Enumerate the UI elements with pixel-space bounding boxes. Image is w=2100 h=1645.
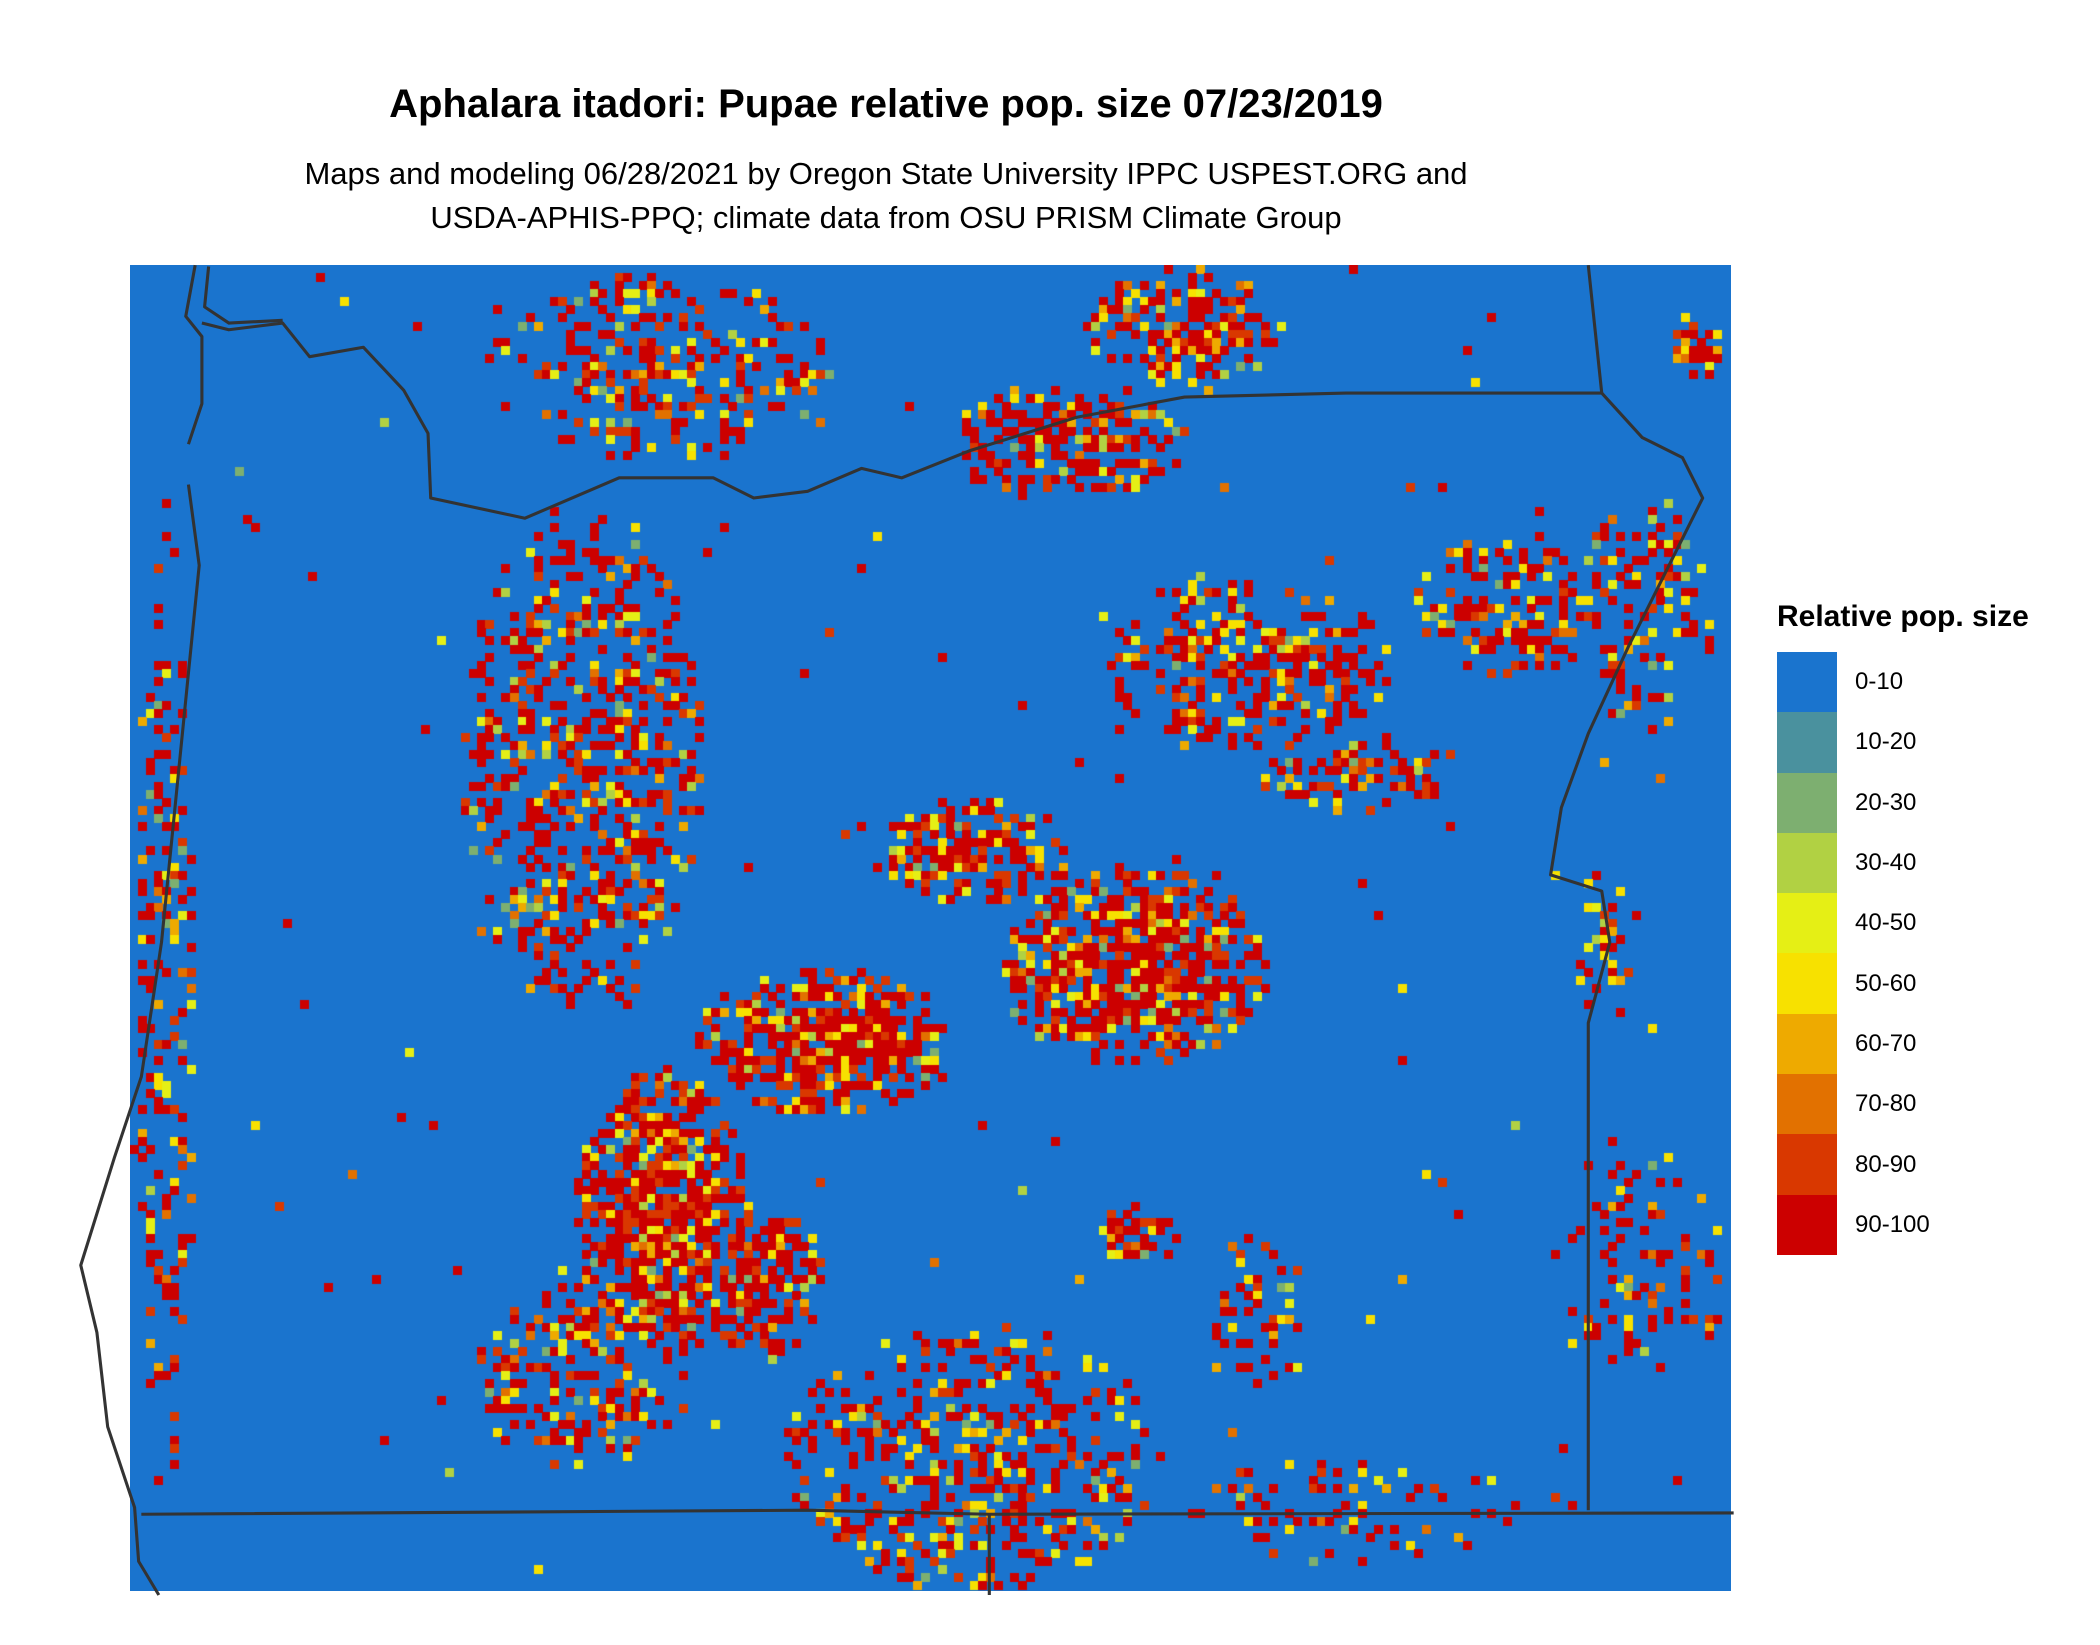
legend-item: 10-20 bbox=[1777, 712, 2029, 773]
legend-swatch bbox=[1777, 1134, 1837, 1195]
legend-swatch bbox=[1777, 712, 1837, 773]
idaho-washington-border bbox=[1586, 264, 1604, 394]
map-subtitle: Maps and modeling 06/28/2021 by Oregon S… bbox=[0, 152, 1772, 240]
legend-swatch bbox=[1777, 652, 1837, 713]
legend-swatch bbox=[1777, 1013, 1837, 1075]
legend-label: 40-50 bbox=[1855, 909, 1917, 937]
population-raster-map bbox=[130, 265, 1731, 1591]
legend-swatch bbox=[1777, 832, 1837, 894]
legend-swatch bbox=[1777, 1074, 1837, 1135]
legend-item: 80-90 bbox=[1777, 1134, 2029, 1195]
subtitle-line-2: USDA-APHIS-PPQ; climate data from OSU PR… bbox=[430, 200, 1342, 235]
oregon-coast bbox=[79, 484, 201, 1596]
legend-item: 40-50 bbox=[1777, 893, 2029, 954]
legend-swatch bbox=[1777, 1194, 1837, 1255]
legend-label: 20-30 bbox=[1855, 788, 1917, 816]
legend-swatch bbox=[1777, 893, 1837, 954]
legend-item: 0-10 bbox=[1777, 652, 2029, 713]
legend-item: 70-80 bbox=[1777, 1074, 2029, 1135]
legend-title: Relative pop. size bbox=[1777, 600, 2029, 633]
legend-label: 90-100 bbox=[1855, 1210, 1930, 1238]
legend-item: 20-30 bbox=[1777, 772, 2029, 833]
legend-label: 10-20 bbox=[1855, 728, 1917, 756]
legend-item: 50-60 bbox=[1777, 953, 2029, 1014]
puget-sound bbox=[203, 266, 283, 325]
legend-label: 50-60 bbox=[1855, 969, 1917, 997]
legend-label: 60-70 bbox=[1855, 1029, 1917, 1057]
legend-item: 30-40 bbox=[1777, 832, 2029, 894]
legend-item: 90-100 bbox=[1777, 1194, 2029, 1255]
legend-swatch bbox=[1777, 953, 1837, 1014]
legend-label: 70-80 bbox=[1855, 1090, 1917, 1118]
subtitle-line-1: Maps and modeling 06/28/2021 by Oregon S… bbox=[304, 156, 1468, 191]
legend-label: 80-90 bbox=[1855, 1150, 1917, 1178]
map-title: Aphalara itadori: Pupae relative pop. si… bbox=[389, 82, 1383, 126]
legend-label: 30-40 bbox=[1855, 849, 1917, 877]
southern-border bbox=[141, 1508, 1734, 1516]
legend-label: 0-10 bbox=[1855, 668, 1904, 696]
legend-swatch bbox=[1777, 772, 1837, 833]
columbia-river-border bbox=[201, 321, 1705, 1511]
washington-coast bbox=[184, 264, 204, 445]
legend: Relative pop. size 0-10 10-20 20-30 30-40 40… bbox=[1777, 600, 2029, 1255]
legend-item: 60-70 bbox=[1777, 1013, 2029, 1075]
